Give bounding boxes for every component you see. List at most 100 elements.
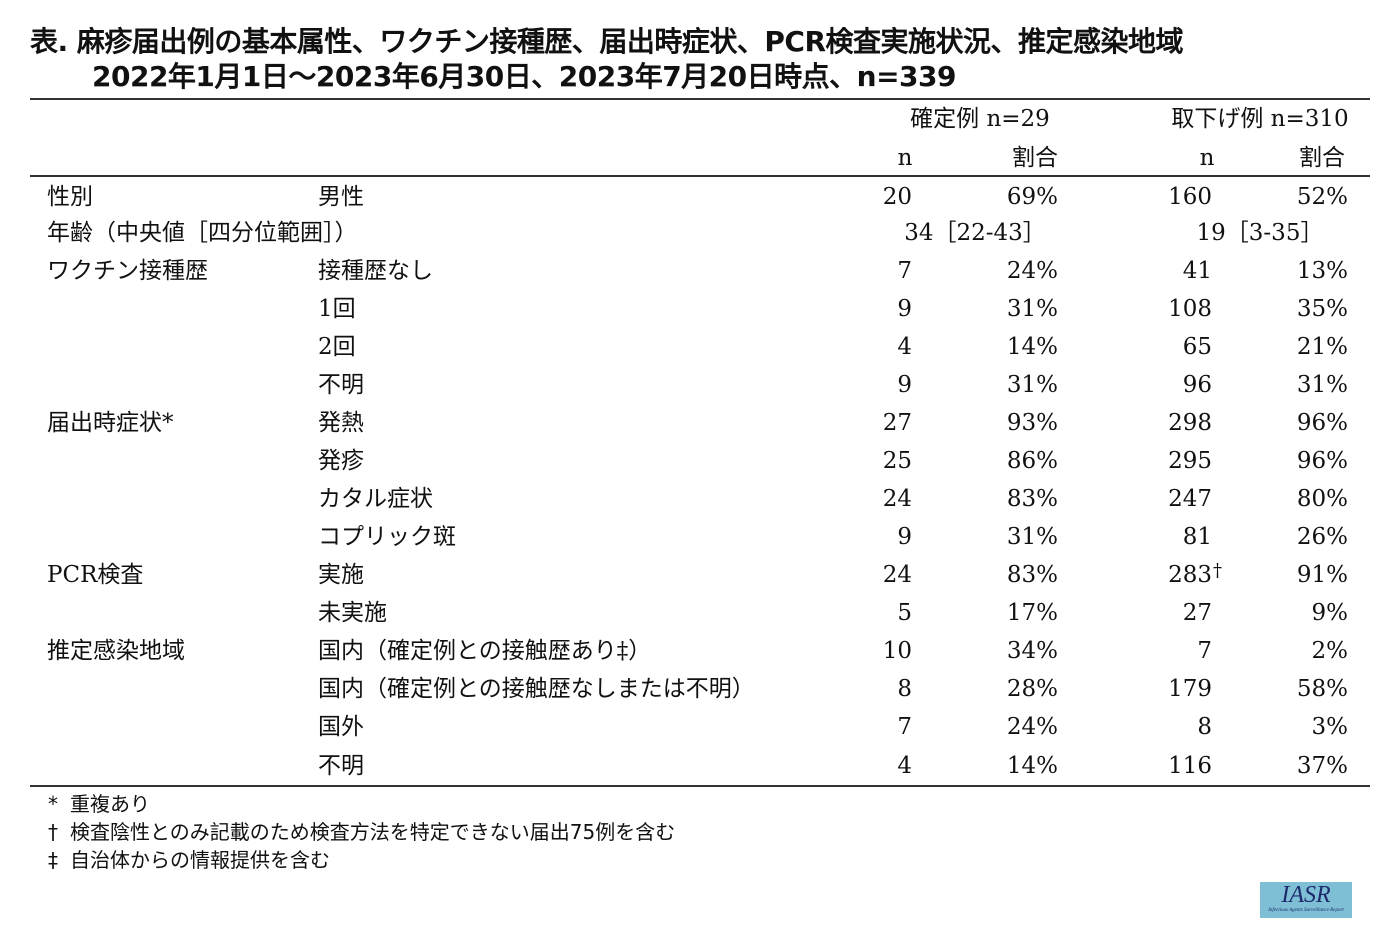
confirmed-pct: 86% bbox=[1006, 448, 1058, 474]
table-row: 不明 4 14% 116 37% bbox=[0, 751, 1400, 781]
confirmed-pct: 31% bbox=[1006, 296, 1058, 322]
table-row: 発疹 25 86% 295 96% bbox=[0, 446, 1400, 476]
row-item: カタル症状 bbox=[318, 486, 433, 512]
withdrawn-n: 298 bbox=[1168, 410, 1212, 436]
table-row: 未実施 5 17% 27 9% bbox=[0, 598, 1400, 628]
withdrawn-n: 7 bbox=[1197, 638, 1212, 664]
withdrawn-pct: 31% bbox=[1296, 372, 1348, 398]
footnote-mark: * bbox=[48, 792, 58, 816]
table-row: 1回 9 31% 108 35% bbox=[0, 294, 1400, 324]
row-item: 国内（確定例との接触歴あり‡） bbox=[318, 638, 652, 664]
table-row: 国内（確定例との接触歴なしまたは不明） 8 28% 179 58% bbox=[0, 674, 1400, 704]
row-item: 2回 bbox=[318, 334, 356, 360]
row-category: 年齢（中央値［四分位範囲］） bbox=[47, 220, 358, 246]
confirmed-pct: 31% bbox=[1006, 524, 1058, 550]
footnote-text: 自治体からの情報提供を含む bbox=[70, 848, 330, 872]
withdrawn-pct: 13% bbox=[1296, 258, 1348, 284]
withdrawn-pct: 96% bbox=[1296, 448, 1348, 474]
table-row: 推定感染地域 国内（確定例との接触歴あり‡） 10 34% 7 2% bbox=[0, 636, 1400, 666]
withdrawn-pct: 3% bbox=[1311, 714, 1349, 740]
logo-subtitle: Infectious Agents Surveillance Report bbox=[1268, 908, 1344, 913]
row-category: PCR検査 bbox=[47, 562, 144, 588]
confirmed-n: 10 bbox=[882, 638, 912, 664]
withdrawn-pct: 58% bbox=[1296, 676, 1348, 702]
confirmed-pct: 14% bbox=[1006, 753, 1058, 779]
footnote-mark: † bbox=[48, 820, 58, 844]
withdrawn-age: 19［3-35］ bbox=[1196, 220, 1324, 246]
confirmed-n: 9 bbox=[897, 524, 912, 550]
row-item: 接種歴なし bbox=[318, 258, 433, 284]
row-item: 未実施 bbox=[318, 600, 387, 626]
header-n-withdrawn: n bbox=[1199, 145, 1215, 171]
header-pct-confirmed: 割合 bbox=[1012, 145, 1058, 171]
withdrawn-n: 295 bbox=[1168, 448, 1212, 474]
table-row: カタル症状 24 83% 247 80% bbox=[0, 484, 1400, 514]
withdrawn-n: 41 bbox=[1182, 258, 1212, 284]
confirmed-pct: 28% bbox=[1006, 676, 1058, 702]
confirmed-n: 25 bbox=[882, 448, 912, 474]
withdrawn-n: 247 bbox=[1168, 486, 1212, 512]
confirmed-n: 7 bbox=[897, 258, 912, 284]
withdrawn-n: 96 bbox=[1182, 372, 1212, 398]
confirmed-n: 20 bbox=[882, 184, 912, 210]
withdrawn-n: 65 bbox=[1182, 334, 1212, 360]
confirmed-pct: 24% bbox=[1006, 258, 1058, 284]
footnote-text: 重複あり bbox=[70, 792, 150, 816]
row-category: ワクチン接種歴 bbox=[47, 258, 208, 284]
bottom-rule bbox=[30, 785, 1370, 787]
row-item: 不明 bbox=[318, 372, 364, 398]
confirmed-pct: 17% bbox=[1006, 600, 1058, 626]
confirmed-pct: 83% bbox=[1006, 486, 1058, 512]
footnote: * 重複あり bbox=[48, 788, 150, 817]
row-item: 発熱 bbox=[318, 410, 364, 436]
withdrawn-pct: 80% bbox=[1296, 486, 1348, 512]
table-row: 性別 男性 20 69% 160 52% bbox=[0, 182, 1400, 212]
confirmed-n: 24 bbox=[882, 562, 912, 588]
table-row: 2回 4 14% 65 21% bbox=[0, 332, 1400, 362]
withdrawn-pct: 37% bbox=[1296, 753, 1348, 779]
withdrawn-n: 283 bbox=[1168, 562, 1212, 588]
withdrawn-n: 8 bbox=[1197, 714, 1212, 740]
row-item: 男性 bbox=[318, 184, 364, 210]
table-row: 国外 7 24% 8 3% bbox=[0, 712, 1400, 742]
withdrawn-n: 27 bbox=[1182, 600, 1212, 626]
confirmed-n: 24 bbox=[882, 486, 912, 512]
row-category: 届出時症状* bbox=[47, 410, 174, 436]
confirmed-pct: 14% bbox=[1006, 334, 1058, 360]
confirmed-n: 5 bbox=[897, 600, 912, 626]
confirmed-n: 9 bbox=[897, 296, 912, 322]
iasr-logo: IASR Infectious Agents Surveillance Repo… bbox=[1260, 882, 1352, 918]
footnote: ‡ 自治体からの情報提供を含む bbox=[48, 844, 330, 873]
logo-text: IASR bbox=[1281, 882, 1331, 908]
confirmed-age: 34［22-43］ bbox=[904, 220, 1046, 246]
withdrawn-pct: 35% bbox=[1296, 296, 1348, 322]
confirmed-n: 9 bbox=[897, 372, 912, 398]
footnote: † 検査陰性とのみ記載のため検査方法を特定できない届出75例を含む bbox=[48, 816, 675, 845]
dagger-mark: † bbox=[1213, 560, 1222, 581]
footnote-text: 検査陰性とのみ記載のため検査方法を特定できない届出75例を含む bbox=[70, 820, 676, 844]
table-row: コプリック斑 9 31% 81 26% bbox=[0, 522, 1400, 552]
confirmed-pct: 24% bbox=[1006, 714, 1058, 740]
table-row: ワクチン接種歴 接種歴なし 7 24% 41 13% bbox=[0, 256, 1400, 286]
withdrawn-n: 81 bbox=[1182, 524, 1212, 550]
confirmed-n: 7 bbox=[897, 714, 912, 740]
table-row: 年齢（中央値［四分位範囲］） 34［22-43］ 19［3-35］ bbox=[0, 218, 1400, 248]
header-pct-withdrawn: 割合 bbox=[1299, 145, 1345, 171]
confirmed-n: 4 bbox=[897, 753, 912, 779]
row-item: 実施 bbox=[318, 562, 364, 588]
header-confirmed: 確定例 n=29 bbox=[910, 106, 1050, 132]
table-subtitle: 2022年1月1日〜2023年6月30日、2023年7月20日時点、n=339 bbox=[92, 60, 957, 93]
header-n-confirmed: n bbox=[897, 145, 913, 171]
withdrawn-pct: 26% bbox=[1296, 524, 1348, 550]
table-title: 表. 麻疹届出例の基本属性、ワクチン接種歴、届出時症状、PCR検査実施状況、推定… bbox=[30, 25, 1184, 58]
withdrawn-n: 160 bbox=[1168, 184, 1212, 210]
header-rule bbox=[30, 175, 1370, 177]
row-category: 性別 bbox=[47, 184, 93, 210]
header-withdrawn: 取下げ例 n=310 bbox=[1171, 106, 1349, 132]
row-item: 1回 bbox=[318, 296, 356, 322]
confirmed-pct: 34% bbox=[1006, 638, 1058, 664]
top-rule bbox=[30, 98, 1370, 100]
row-item: 不明 bbox=[318, 753, 364, 779]
withdrawn-pct: 9% bbox=[1311, 600, 1349, 626]
